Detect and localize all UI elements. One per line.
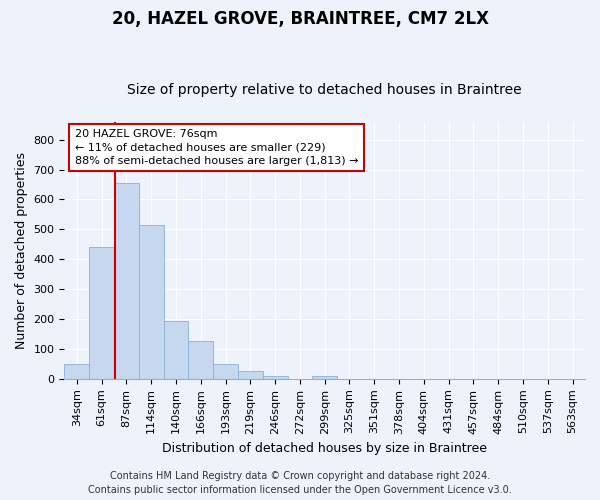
Bar xyxy=(64,364,89,379)
X-axis label: Distribution of detached houses by size in Braintree: Distribution of detached houses by size … xyxy=(162,442,487,455)
Bar xyxy=(139,225,164,379)
Text: 20, HAZEL GROVE, BRAINTREE, CM7 2LX: 20, HAZEL GROVE, BRAINTREE, CM7 2LX xyxy=(112,10,488,28)
Y-axis label: Number of detached properties: Number of detached properties xyxy=(15,152,28,349)
Text: Contains HM Land Registry data © Crown copyright and database right 2024.
Contai: Contains HM Land Registry data © Crown c… xyxy=(88,471,512,495)
Title: Size of property relative to detached houses in Braintree: Size of property relative to detached ho… xyxy=(127,83,522,97)
Bar xyxy=(238,372,263,379)
Bar xyxy=(164,321,188,379)
Bar xyxy=(114,183,139,379)
Text: 20 HAZEL GROVE: 76sqm
← 11% of detached houses are smaller (229)
88% of semi-det: 20 HAZEL GROVE: 76sqm ← 11% of detached … xyxy=(75,130,358,166)
Bar xyxy=(313,376,337,379)
Bar xyxy=(89,248,114,379)
Bar xyxy=(263,376,287,379)
Bar xyxy=(213,364,238,379)
Bar xyxy=(188,342,213,379)
